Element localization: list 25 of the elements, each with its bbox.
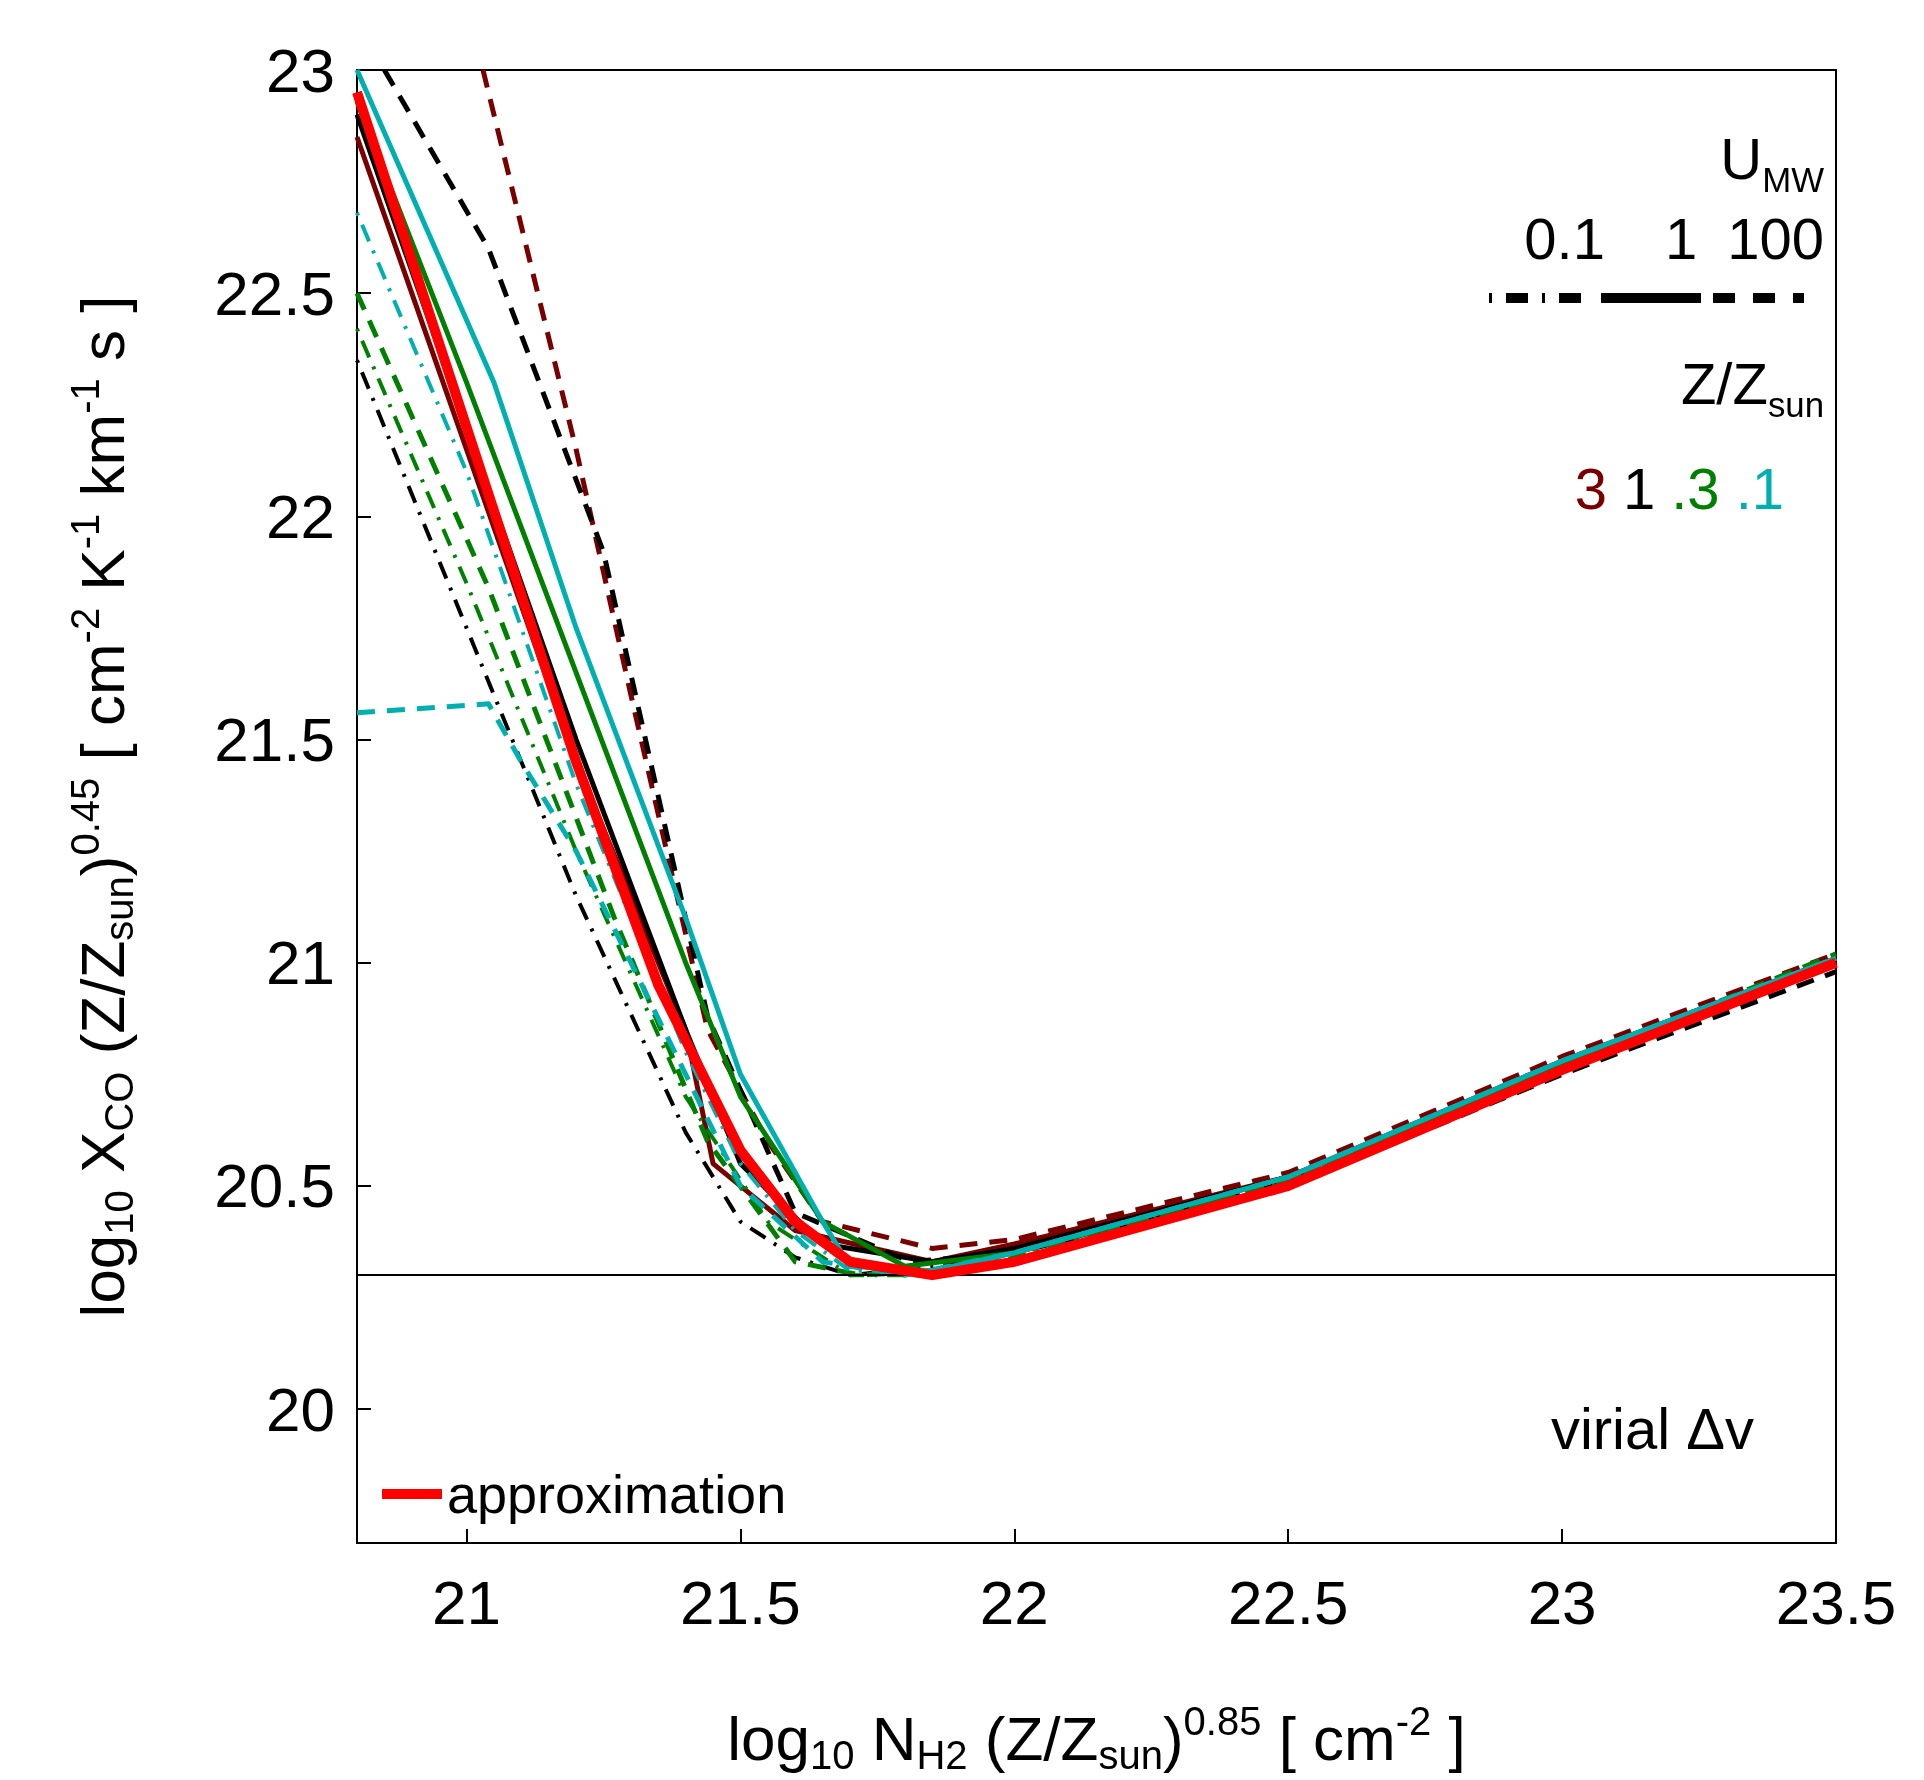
x-tick-label: 22 xyxy=(979,1567,1049,1637)
key-title: U$_{MW}$ xyxy=(1720,125,1824,200)
y-tick-label: 21.5 xyxy=(214,705,335,775)
y-tick-label: 20 xyxy=(266,1374,335,1444)
annotation: .1 xyxy=(1735,456,1784,521)
text: log10 XCO (Z/Zsun)0.45 [ cm-2 K-1 km-1 s ] xyxy=(63,295,141,1318)
annotation: 100 xyxy=(1727,206,1824,271)
x-tick-label: 22.5 xyxy=(1227,1567,1349,1637)
y-tick-label: 22 xyxy=(266,481,335,551)
annotation: virial Δv xyxy=(1550,1395,1754,1462)
annotation: 3 xyxy=(1574,456,1607,521)
y-tick-label: 23 xyxy=(266,35,335,105)
x-tick-label: 21.5 xyxy=(680,1567,801,1637)
y-tick-label: 22.5 xyxy=(214,258,335,328)
annotation: 1 xyxy=(1622,456,1656,521)
annotation: Z/Z$_{sun}$ xyxy=(1680,350,1824,425)
x-tick-label: 23.5 xyxy=(1775,1567,1897,1637)
x-tick-label: 21 xyxy=(432,1567,502,1637)
y-tick-label: 21 xyxy=(266,928,335,998)
annotation: .3 xyxy=(1671,456,1720,521)
y-tick-label: 20.5 xyxy=(214,1151,335,1221)
annotation: 1 xyxy=(1664,206,1698,271)
annotation: 0.1 xyxy=(1524,206,1605,271)
legend-label: approximation xyxy=(447,1464,787,1524)
x-tick-label: 23 xyxy=(1527,1567,1597,1637)
